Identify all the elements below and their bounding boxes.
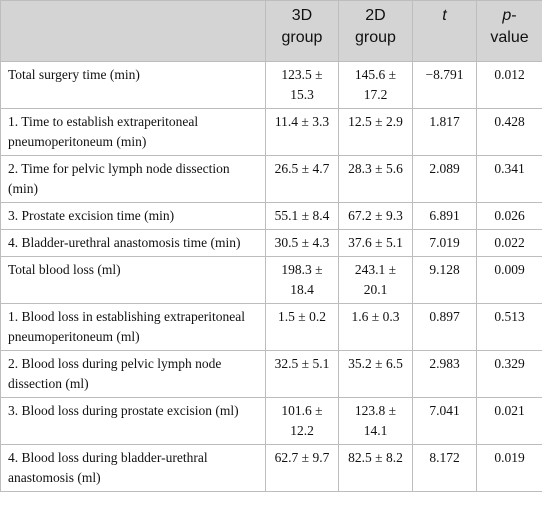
table-cell: 145.6 ± 17.2: [338, 61, 413, 109]
row-label: Total blood loss (ml): [0, 256, 266, 304]
table-cell: 1.817: [412, 108, 477, 156]
table-cell: 8.172: [412, 444, 477, 492]
table-cell: 62.7 ± 9.7: [265, 444, 339, 492]
table-cell: 0.897: [412, 303, 477, 351]
row-label: 3. Prostate excision time (min): [0, 202, 266, 230]
row-label: 4. Blood loss during bladder-urethral an…: [0, 444, 266, 492]
header-row: 3D group 2D group t p-value: [0, 0, 542, 62]
header-cell: 3D group: [265, 0, 339, 62]
table-row: 2. Blood loss during pelvic lymph node d…: [0, 350, 542, 398]
table-cell: 11.4 ± 3.3: [265, 108, 339, 156]
table-cell: 0.009: [476, 256, 542, 304]
table-cell: 35.2 ± 6.5: [338, 350, 413, 398]
table-body: Total surgery time (min) 123.5 ± 15.3 145.…: [0, 61, 542, 492]
table-row: 4. Blood loss during bladder-urethral an…: [0, 444, 542, 492]
table-cell: 28.3 ± 5.6: [338, 155, 413, 203]
table-cell: 0.022: [476, 229, 542, 257]
table-cell: −8.791: [412, 61, 477, 109]
table-cell: 0.021: [476, 397, 542, 445]
row-label: Total surgery time (min): [0, 61, 266, 109]
table-cell: 26.5 ± 4.7: [265, 155, 339, 203]
table-cell: 30.5 ± 4.3: [265, 229, 339, 257]
table-cell: 2.983: [412, 350, 477, 398]
table-cell: 55.1 ± 8.4: [265, 202, 339, 230]
row-label: 1. Blood loss in establishing extraperit…: [0, 303, 266, 351]
header-cell: p-value: [476, 0, 542, 62]
table-cell: 0.513: [476, 303, 542, 351]
table-row: 4. Bladder-urethral anastomosis time (mi…: [0, 229, 542, 257]
row-label: 2. Blood loss during pelvic lymph node d…: [0, 350, 266, 398]
table-cell: 101.6 ± 12.2: [265, 397, 339, 445]
table-cell: 243.1 ± 20.1: [338, 256, 413, 304]
table-cell: 0.019: [476, 444, 542, 492]
table-cell: 123.5 ± 15.3: [265, 61, 339, 109]
table-cell: 123.8 ± 14.1: [338, 397, 413, 445]
table-cell: 12.5 ± 2.9: [338, 108, 413, 156]
table-row: 1. Time to establish extraperitoneal pne…: [0, 108, 542, 156]
table-cell: 32.5 ± 5.1: [265, 350, 339, 398]
row-label: 3. Blood loss during prostate excision (…: [0, 397, 266, 445]
row-label: 4. Bladder-urethral anastomosis time (mi…: [0, 229, 266, 257]
table-row: 3. Blood loss during prostate excision (…: [0, 397, 542, 445]
table-cell: 1.5 ± 0.2: [265, 303, 339, 351]
data-table: 3D group 2D group t p-value Total surger…: [0, 0, 542, 492]
table-cell: 1.6 ± 0.3: [338, 303, 413, 351]
table-cell: 7.019: [412, 229, 477, 257]
table-cell: 0.428: [476, 108, 542, 156]
row-label: 2. Time for pelvic lymph node dissection…: [0, 155, 266, 203]
table-cell: 7.041: [412, 397, 477, 445]
header-cell: 2D group: [338, 0, 413, 62]
table-cell: 9.128: [412, 256, 477, 304]
table-cell: 0.329: [476, 350, 542, 398]
header-cell: t: [412, 0, 477, 62]
row-label: 1. Time to establish extraperitoneal pne…: [0, 108, 266, 156]
table-cell: 0.026: [476, 202, 542, 230]
table-cell: 67.2 ± 9.3: [338, 202, 413, 230]
table-cell: 0.012: [476, 61, 542, 109]
table-cell: 2.089: [412, 155, 477, 203]
table-cell: 6.891: [412, 202, 477, 230]
table-header: 3D group 2D group t p-value: [0, 0, 542, 62]
table-row: 2. Time for pelvic lymph node dissection…: [0, 155, 542, 203]
table-cell: 198.3 ± 18.4: [265, 256, 339, 304]
header-cell: [0, 0, 266, 62]
table-cell: 0.341: [476, 155, 542, 203]
table-cell: 82.5 ± 8.2: [338, 444, 413, 492]
table-row: 3. Prostate excision time (min) 55.1 ± 8.…: [0, 202, 542, 230]
table-row: Total surgery time (min) 123.5 ± 15.3 145.…: [0, 61, 542, 109]
table-cell: 37.6 ± 5.1: [338, 229, 413, 257]
table-row: 1. Blood loss in establishing extraperit…: [0, 303, 542, 351]
table-row: Total blood loss (ml) 198.3 ± 18.4 243.1 ±…: [0, 256, 542, 304]
